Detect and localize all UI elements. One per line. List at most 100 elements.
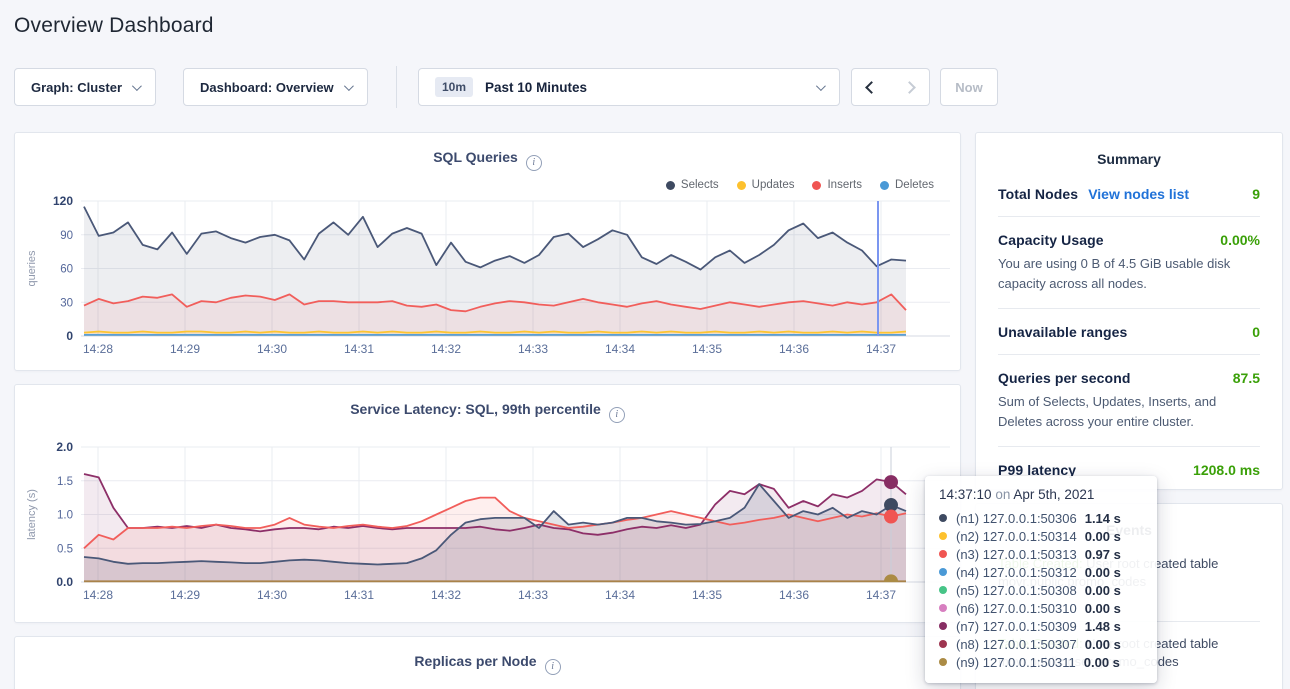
replicas-per-node-title: Replicas per Node i xyxy=(15,653,960,675)
svg-text:60: 60 xyxy=(60,264,73,276)
sql-queries-title: SQL Queries i xyxy=(15,149,960,171)
tooltip-timestamp: 14:37:10 on Apr 5th, 2021 xyxy=(939,487,1143,502)
node-latency-value: 0.00 s xyxy=(1084,636,1121,652)
tooltip-node-row: (n9) 127.0.0.1:50311 0.00 s xyxy=(939,653,1143,671)
legend-item-selects[interactable]: Selects xyxy=(665,179,719,191)
node-address: (n8) 127.0.0.1:50307 xyxy=(956,636,1077,652)
legend-dot-icon xyxy=(665,180,675,190)
tooltip-node-row: (n4) 127.0.0.1:50312 0.00 s xyxy=(939,563,1143,581)
tooltip-date: Apr 5th, 2021 xyxy=(1013,487,1095,502)
tooltip-node-row: (n1) 127.0.0.1:50306 1.14 s xyxy=(939,509,1143,527)
summary-row-total-nodes: Total Nodes View nodes list 9 xyxy=(998,171,1260,216)
node-color-dot-icon xyxy=(939,640,947,648)
chart-title-text: Service Latency: SQL, 99th percentile xyxy=(350,401,601,417)
qps-desc: Sum of Selects, Updates, Inserts, and De… xyxy=(998,394,1217,429)
capacity-usage-label: Capacity Usage xyxy=(998,232,1104,248)
page-title: Overview Dashboard xyxy=(14,14,214,37)
sql-queries-panel: SQL Queries i Selects Updates Inserts Delete… xyxy=(14,132,961,371)
svg-text:14:36: 14:36 xyxy=(779,342,809,356)
info-icon[interactable]: i xyxy=(525,154,542,171)
tooltip-rows: (n1) 127.0.0.1:50306 1.14 s (n2) 127.0.0.1… xyxy=(939,509,1143,671)
node-address: (n7) 127.0.0.1:50309 xyxy=(956,618,1077,634)
svg-text:14:34: 14:34 xyxy=(605,342,635,356)
unavailable-ranges-value: 0 xyxy=(1252,324,1260,340)
legend-label: Selects xyxy=(680,179,719,191)
svg-text:0.5: 0.5 xyxy=(57,543,73,555)
node-address: (n6) 127.0.0.1:50310 xyxy=(956,600,1077,616)
time-prev-button[interactable] xyxy=(851,68,891,106)
time-range-picker[interactable]: 10m Past 10 Minutes xyxy=(418,68,840,106)
capacity-usage-desc: You are using 0 B of 4.5 GiB usable disk… xyxy=(998,256,1231,291)
summary-row-p99: P99 latency 1208.0 ms xyxy=(998,446,1260,492)
dashboard-label: Dashboard: Overview xyxy=(200,79,334,95)
chevron-right-icon xyxy=(903,80,916,94)
svg-text:14:37: 14:37 xyxy=(866,342,896,356)
tooltip-node-row: (n2) 127.0.0.1:50314 0.00 s xyxy=(939,527,1143,545)
qps-value: 87.5 xyxy=(1232,370,1260,386)
node-address: (n2) 127.0.0.1:50314 xyxy=(956,528,1077,544)
tooltip-time: 14:37:10 xyxy=(939,487,992,502)
graph-scope-label: Graph: Cluster xyxy=(31,79,123,95)
svg-text:14:30: 14:30 xyxy=(257,588,287,602)
svg-text:14:28: 14:28 xyxy=(83,342,113,356)
svg-text:14:31: 14:31 xyxy=(344,342,374,356)
replicas-per-node-panel: Replicas per Node i xyxy=(14,636,961,689)
tooltip-node-row: (n3) 127.0.0.1:50313 0.97 s xyxy=(939,545,1143,563)
svg-text:90: 90 xyxy=(60,230,73,242)
sql-queries-chart[interactable]: 0 30 60 90 120 14:28 14:29 14:30 14:31 14:32 14:33… xyxy=(15,193,962,371)
service-latency-panel: Service Latency: SQL, 99th percentile i 0… xyxy=(14,384,961,623)
svg-text:14:35: 14:35 xyxy=(692,588,722,602)
time-next-button[interactable] xyxy=(890,68,930,106)
time-range-badge: 10m xyxy=(435,77,474,97)
node-latency-value: 0.97 s xyxy=(1084,546,1121,562)
node-latency-value: 1.14 s xyxy=(1084,510,1121,526)
node-latency-value: 1.48 s xyxy=(1084,618,1121,634)
chart-hover-tooltip: 14:37:10 on Apr 5th, 2021 (n1) 127.0.0.1… xyxy=(925,476,1157,683)
tooltip-node-row: (n7) 127.0.0.1:50309 1.48 s xyxy=(939,617,1143,635)
node-color-dot-icon xyxy=(939,658,947,666)
svg-text:14:31: 14:31 xyxy=(344,588,374,602)
service-latency-title: Service Latency: SQL, 99th percentile i xyxy=(15,401,960,423)
svg-text:14:34: 14:34 xyxy=(605,588,635,602)
legend-item-inserts[interactable]: Inserts xyxy=(812,179,862,191)
svg-text:14:29: 14:29 xyxy=(170,342,200,356)
tooltip-node-row: (n5) 127.0.0.1:50308 0.00 s xyxy=(939,581,1143,599)
time-now-button[interactable]: Now xyxy=(940,68,998,106)
node-color-dot-icon xyxy=(939,532,947,540)
node-color-dot-icon xyxy=(939,586,947,594)
svg-text:0.0: 0.0 xyxy=(56,575,73,589)
node-address: (n4) 127.0.0.1:50312 xyxy=(956,564,1077,580)
summary-row-qps: Queries per second 87.5 Sum of Selects, … xyxy=(998,354,1260,446)
tooltip-node-row: (n8) 127.0.0.1:50307 0.00 s xyxy=(939,635,1143,653)
service-latency-chart[interactable]: 0.0 0.5 1.0 1.5 2.0 14:28 14:29 14:30 14:31 14:32… xyxy=(15,437,962,617)
chart-title-text: SQL Queries xyxy=(433,149,518,165)
chevron-down-icon xyxy=(815,80,826,91)
total-nodes-value: 9 xyxy=(1252,186,1260,202)
legend-item-updates[interactable]: Updates xyxy=(736,179,795,191)
dashboard-dropdown[interactable]: Dashboard: Overview xyxy=(183,68,368,106)
legend-item-deletes[interactable]: Deletes xyxy=(880,179,934,191)
qps-label: Queries per second xyxy=(998,370,1131,386)
svg-text:14:33: 14:33 xyxy=(518,342,548,356)
legend-dot-icon xyxy=(812,180,822,190)
summary-row-capacity: Capacity Usage 0.00% You are using 0 B o… xyxy=(998,216,1260,308)
summary-title: Summary xyxy=(1097,151,1161,167)
svg-text:1.5: 1.5 xyxy=(57,476,73,488)
legend-dot-icon xyxy=(736,180,746,190)
legend-label: Inserts xyxy=(827,179,862,191)
info-icon[interactable]: i xyxy=(544,658,561,675)
svg-text:14:36: 14:36 xyxy=(779,588,809,602)
info-icon[interactable]: i xyxy=(608,406,625,423)
node-color-dot-icon xyxy=(939,568,947,576)
graph-scope-dropdown[interactable]: Graph: Cluster xyxy=(14,68,157,106)
node-latency-value: 0.00 s xyxy=(1084,582,1121,598)
time-range-label: Past 10 Minutes xyxy=(485,79,588,95)
node-color-dot-icon xyxy=(939,550,947,558)
svg-text:queries: queries xyxy=(26,250,38,287)
legend-label: Updates xyxy=(751,179,795,191)
node-color-dot-icon xyxy=(939,622,947,630)
svg-text:1.0: 1.0 xyxy=(57,510,73,522)
svg-text:120: 120 xyxy=(53,194,73,208)
node-latency-value: 0.00 s xyxy=(1084,600,1121,616)
view-nodes-list-link[interactable]: View nodes list xyxy=(1088,186,1190,202)
